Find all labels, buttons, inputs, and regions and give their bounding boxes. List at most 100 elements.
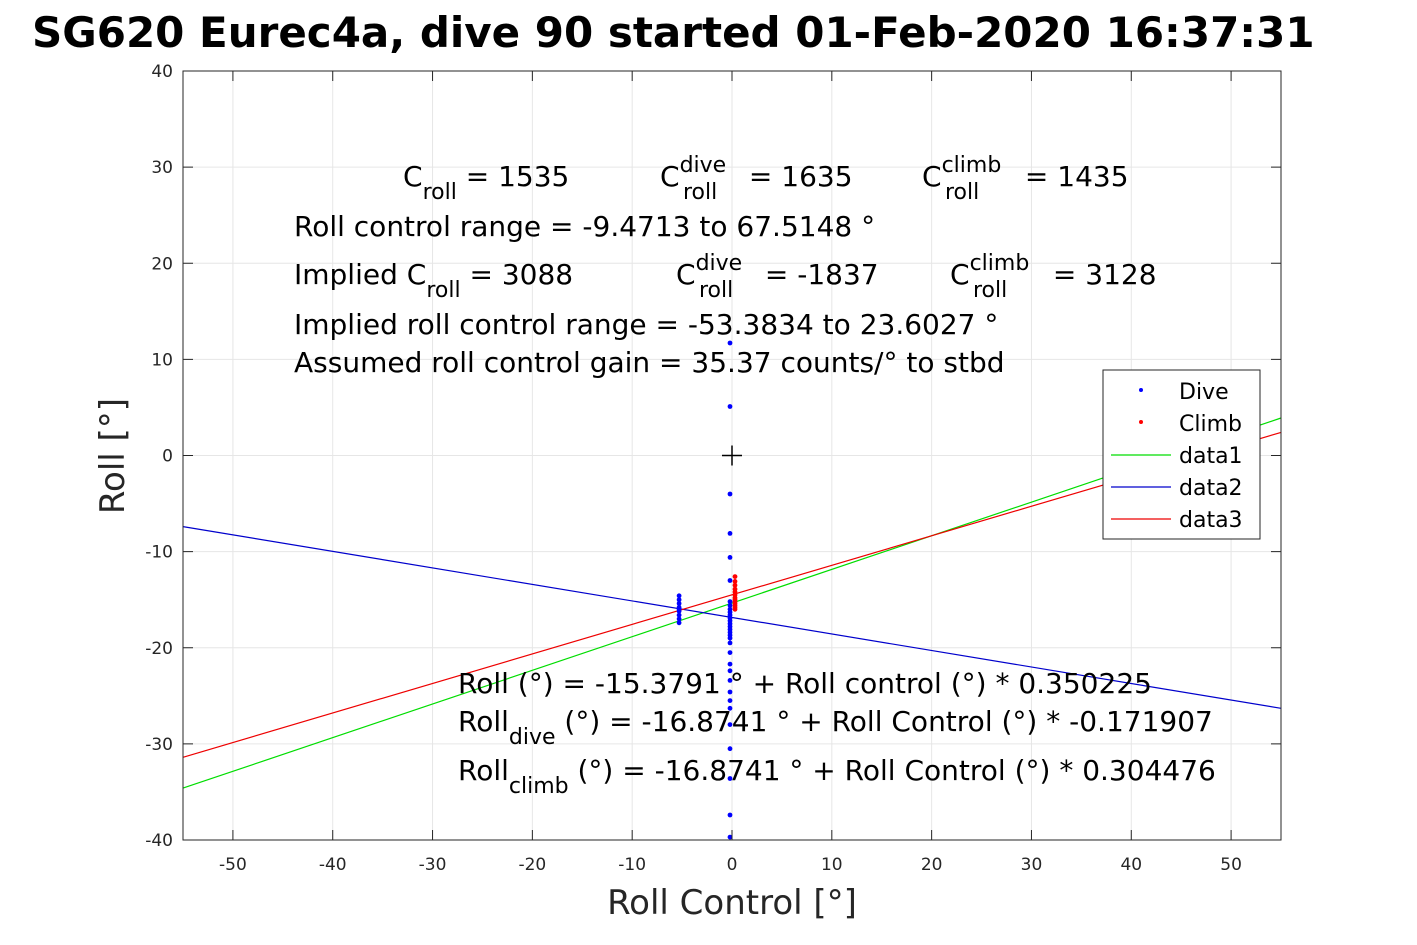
implied-c-climb-value: = 3128 (1044, 258, 1157, 291)
series-line-data3 (182, 431, 1282, 758)
dive-point (676, 593, 682, 599)
dive-point (727, 678, 733, 683)
dive-point (727, 531, 733, 536)
y-axis-label: Roll [°] (93, 398, 133, 514)
x-tick-label: -50 (219, 855, 247, 875)
dive-point (727, 599, 733, 604)
y-tick-label: 20 (151, 254, 173, 274)
c-dive-value: = 1635 (740, 160, 853, 193)
dive-point (727, 812, 733, 818)
x-tick-label: 0 (727, 855, 738, 875)
dive-point (676, 597, 682, 603)
chart-title: SG620 Eurec4a, dive 90 started 01-Feb-20… (32, 8, 1315, 57)
y-axis-ticks: -40 -30 -20 -10 0 10 20 30 40 (145, 62, 1281, 851)
c-roll-symbol: C (403, 160, 423, 193)
c-dive-superscript: dive (680, 153, 727, 178)
dive-point (727, 689, 733, 695)
annotation-roll-control-range: Roll control range = -9.4713 to 67.5148 … (294, 210, 875, 243)
x-tick-label: 30 (1021, 855, 1043, 875)
implied-c-roll-subscript: roll (426, 278, 460, 303)
legend-climb-label: Climb (1179, 412, 1242, 437)
dive-point (727, 668, 733, 674)
y-tick-label: 0 (162, 447, 173, 467)
annotation-fit-dive: Rolldive (°) = -16.8741 ° + Roll Control… (458, 705, 1213, 750)
fit-dive-symbol: Roll (458, 705, 509, 738)
dive-point (676, 606, 682, 612)
dive-point (727, 578, 733, 583)
y-tick-label: 10 (151, 350, 173, 370)
dive-point (727, 776, 733, 781)
x-tick-label: 20 (921, 855, 943, 875)
dive-point (727, 635, 733, 641)
data-points (676, 340, 738, 840)
dive-point (727, 491, 733, 497)
fit-climb-symbol: Roll (458, 754, 509, 787)
y-tick-label: -10 (145, 543, 173, 563)
climb-point (732, 574, 738, 579)
dive-point (727, 603, 733, 608)
c-roll-subscript: roll (423, 180, 457, 205)
climb-point (732, 579, 738, 584)
climb-point (732, 606, 738, 612)
annotation-implied-range: Implied roll control range = -53.3834 to… (294, 308, 998, 341)
y-tick-label: -20 (145, 639, 173, 659)
dive-point (727, 555, 733, 560)
annotation-implied-c-roll-line: Implied Croll = 3088 Cdive roll = -1837 C… (294, 251, 1157, 303)
dive-point (676, 612, 682, 618)
x-tick-label: -30 (419, 855, 447, 875)
series-line-data1 (182, 417, 1282, 789)
c-climb-superscript: climb (942, 153, 1002, 178)
fit-climb-subscript: climb (509, 774, 569, 799)
legend-dive-marker (1139, 388, 1143, 392)
legend-dive-label: Dive (1179, 380, 1229, 405)
implied-c-dive-value: = -1837 (756, 258, 879, 291)
fit-climb-expression: (°) = -16.8741 ° + Roll Control (°) * 0.… (569, 754, 1216, 787)
dive-point (727, 722, 733, 727)
dive-point (727, 834, 733, 840)
legend: Dive Climb data1 data2 data3 (1102, 369, 1261, 540)
implied-c-climb-subscript: roll (973, 278, 1007, 303)
implied-c-climb-symbol: C (950, 258, 970, 291)
implied-c-dive-symbol: C (676, 258, 696, 291)
annotation-fit-climb: Rollclimb (°) = -16.8741 ° + Roll Contro… (458, 754, 1216, 799)
implied-c-dive-superscript: dive (696, 251, 743, 276)
legend-climb-marker (1139, 420, 1143, 424)
annotation-c-roll-line: Croll = 1535 Cdive roll = 1635 Cclimb roll… (403, 153, 1129, 205)
x-tick-label: -20 (518, 855, 546, 875)
dive-point (727, 640, 733, 646)
implied-c-roll-value: = 3088 (461, 258, 574, 291)
implied-c-dive-subscript: roll (699, 278, 733, 303)
dive-point (676, 601, 682, 606)
implied-c-roll-symbol: Implied C (294, 258, 426, 291)
dive-point (727, 698, 733, 703)
y-tick-label: 30 (151, 158, 173, 178)
x-tick-label: 10 (821, 855, 843, 875)
c-dive-subscript: roll (683, 180, 717, 205)
dive-point (676, 620, 682, 626)
dive-point (727, 746, 733, 752)
x-tick-label: -10 (618, 855, 646, 875)
dive-point (727, 404, 733, 409)
legend-data1-label: data1 (1179, 444, 1243, 469)
dive-point (727, 661, 733, 667)
x-tick-label: -40 (319, 855, 347, 875)
dive-point (727, 705, 733, 711)
x-axis-label: Roll Control [°] (607, 883, 857, 923)
annotation-fit-roll: Roll (°) = -15.3791 ° + Roll control (°)… (458, 667, 1152, 700)
implied-c-climb-superscript: climb (970, 251, 1030, 276)
fit-dive-expression: (°) = -16.8741 ° + Roll Control (°) * -0… (556, 705, 1213, 738)
y-tick-label: -40 (145, 831, 173, 851)
c-roll-value: = 1535 (457, 160, 570, 193)
dive-point (676, 616, 682, 622)
dive-point (727, 340, 733, 346)
c-climb-subscript: roll (945, 180, 979, 205)
c-climb-symbol: C (922, 160, 942, 193)
fit-dive-subscript: dive (509, 725, 556, 750)
origin-marker (722, 445, 742, 466)
x-tick-label: 50 (1220, 855, 1242, 875)
climb-point (732, 582, 738, 588)
legend-data3-label: data3 (1179, 508, 1243, 533)
y-tick-label: -30 (145, 735, 173, 755)
x-tick-label: 40 (1120, 855, 1142, 875)
annotation-gain: Assumed roll control gain = 35.37 counts… (294, 346, 1005, 379)
